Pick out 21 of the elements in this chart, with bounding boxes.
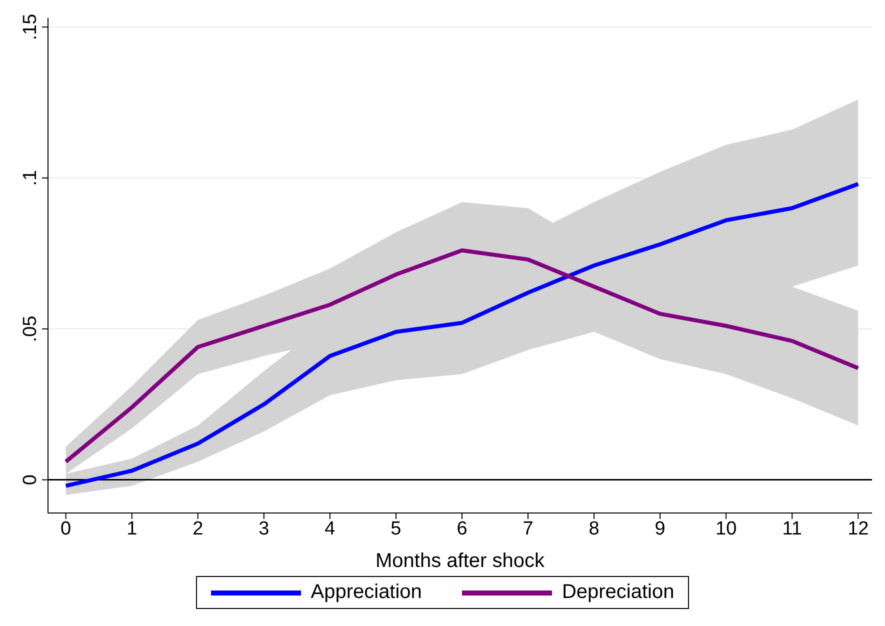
x-tick-label: 3: [258, 518, 270, 540]
legend-label: Depreciation: [562, 581, 674, 604]
x-tick-label: 1: [126, 518, 138, 540]
x-axis-title: Months after shock: [376, 550, 546, 572]
x-tick-label: 2: [192, 518, 204, 540]
y-tick-label: 0: [20, 474, 41, 486]
x-tick-label: 11: [782, 518, 802, 540]
x-tick-label: 5: [390, 518, 402, 540]
x-tick-label: 4: [324, 518, 336, 540]
x-tick-label: 0: [60, 518, 72, 540]
y-tick-label: .15: [20, 14, 41, 40]
y-tick-label: .1: [20, 170, 41, 186]
x-tick-label: 12: [848, 518, 869, 540]
legend-label: Appreciation: [310, 581, 422, 604]
x-tick-label: 8: [588, 518, 600, 540]
line-series: [64, 248, 860, 464]
x-tick-label: 9: [654, 518, 666, 540]
x-tick-label: 10: [716, 518, 737, 540]
x-tick-label: 7: [522, 518, 534, 540]
x-tick-label: 6: [456, 518, 468, 540]
y-tick-label: .05: [20, 316, 41, 342]
